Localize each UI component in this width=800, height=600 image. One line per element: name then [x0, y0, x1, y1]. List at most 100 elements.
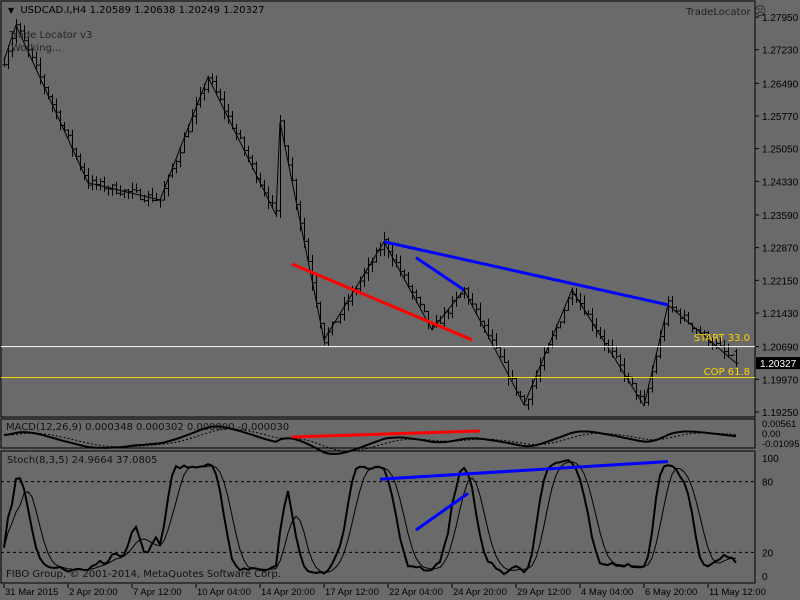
time-tick-label: 6 May 20:00	[645, 587, 697, 598]
price-tick-label: 1.25050	[762, 145, 799, 156]
ohlc-bar	[122, 188, 127, 198]
ohlc-bar	[210, 73, 215, 85]
macd-tick-label: -0.010955	[762, 439, 800, 450]
stoch-label: Stoch(8,3,5) 24.9664 37.0805	[7, 455, 158, 466]
time-tick-label: 10 Apr 04:00	[197, 587, 251, 598]
ohlc-bar	[78, 153, 83, 171]
zigzag-line	[3, 23, 737, 407]
price-tick-label: 1.25770	[762, 112, 799, 123]
ohlc-bar	[54, 98, 59, 120]
price-tick-label: 1.19970	[762, 375, 799, 386]
price-tick-label: 1.27950	[762, 13, 799, 24]
ohlc-bar	[662, 318, 667, 342]
ohlc-bar	[134, 183, 139, 193]
ohlc-bar	[558, 321, 563, 329]
copyright: FIBO Group, © 2001-2014, MetaQuotes Soft…	[6, 569, 281, 580]
stoch-tick-label: 100	[762, 454, 779, 465]
level-cop-label: COP 61.8	[703, 367, 750, 378]
price-tick-label: 1.22150	[762, 276, 799, 287]
symbol-title: ▼ USDCAD.I,H4 1.20589 1.20638 1.20249 1.…	[8, 5, 265, 16]
ohlc-bar	[278, 115, 283, 219]
macd-signal-line	[3, 428, 737, 452]
ohlc-bar	[38, 57, 43, 85]
ohlc-bar	[670, 296, 675, 313]
ohlc-bar	[110, 184, 115, 196]
ohlc-bar	[410, 284, 415, 300]
ohlc-bar	[270, 195, 275, 209]
stoch-tick-label: 20	[762, 548, 774, 559]
ohlc-bar	[502, 348, 507, 363]
ohlc-bar	[170, 163, 175, 179]
ohlc-bar	[562, 307, 567, 324]
price-tick-label: 1.20690	[762, 343, 799, 354]
ohlc-bar	[498, 346, 503, 358]
ohlc-bar	[582, 295, 587, 316]
level-start-label: START 33.0	[693, 333, 750, 344]
ohlc-bar	[242, 136, 247, 156]
macd-tick-label: 0.00561	[762, 419, 796, 430]
ohlc-bar	[690, 322, 695, 333]
ohlc-bar	[470, 293, 475, 306]
stoch-pane	[0, 450, 756, 584]
ohlc-bar	[238, 129, 243, 140]
ohlc-bar	[98, 178, 103, 191]
ohlc-bar	[482, 320, 487, 333]
ohlc-bar	[114, 181, 119, 195]
red-trendline	[291, 262, 473, 342]
ohlc-bar	[66, 129, 71, 139]
time-tick-label: 22 Apr 04:00	[389, 587, 443, 598]
ohlc-bar	[622, 358, 627, 382]
time-tick-label: 17 Apr 12:00	[325, 587, 379, 598]
last-price-label: 1.20327	[760, 359, 797, 370]
macd-red-trendline	[291, 429, 481, 439]
ohlc-bar	[174, 159, 179, 174]
ohlc-bar	[94, 176, 99, 191]
blue-trendline	[383, 240, 669, 307]
ohlc-bar	[34, 51, 39, 71]
ohlc-bar	[158, 199, 163, 208]
ohlc-bar	[218, 88, 223, 101]
ohlc-bar	[406, 271, 411, 288]
ohlc-bar	[526, 398, 531, 411]
stoch-blue-trendline	[379, 460, 669, 481]
ohlc-bar	[138, 188, 143, 201]
price-bars	[2, 19, 739, 411]
ohlc-bar	[226, 103, 231, 124]
ohlc-bar	[102, 176, 107, 192]
ohlc-bar	[222, 91, 227, 120]
macd-tick-label: 0.00	[762, 429, 781, 440]
ohlc-bar	[654, 352, 659, 374]
price-tick-label: 1.27230	[762, 46, 799, 57]
price-tick-label: 1.19250	[762, 408, 799, 419]
ohlc-bar	[306, 238, 311, 262]
ohlc-bar	[90, 175, 95, 191]
ohlc-bar	[450, 296, 455, 319]
ohlc-bar	[490, 329, 495, 347]
macd-line	[3, 425, 737, 455]
ohlc-bar	[154, 192, 159, 202]
ohlc-bar	[614, 345, 619, 359]
triangle-down-icon[interactable]: ▼	[8, 6, 15, 15]
ohlc-bar	[22, 25, 27, 42]
ohlc-bar	[14, 19, 19, 44]
time-tick-label: 14 Apr 20:00	[261, 587, 315, 598]
ohlc-bar	[734, 348, 739, 367]
ohlc-bar	[706, 330, 711, 347]
ohlc-bar	[382, 231, 387, 257]
price-tick-label: 1.21430	[762, 309, 799, 320]
sad-face-icon: ☹	[753, 4, 767, 18]
price-tick-label: 1.23590	[762, 211, 799, 222]
ohlc-bar	[618, 353, 623, 373]
time-tick-label: 24 Apr 20:00	[453, 587, 507, 598]
ohlc-bar	[146, 190, 151, 207]
ohlc-bar	[6, 45, 11, 70]
time-tick-label: 31 Mar 2015	[5, 587, 58, 598]
indicator-status: Working...	[11, 43, 62, 54]
ohlc-bar	[30, 48, 35, 62]
time-tick-label: 29 Apr 12:00	[517, 587, 571, 598]
stoch-tick-label: 80	[762, 478, 774, 489]
ohlc-bar	[50, 94, 55, 113]
stoch-blue-trendline	[415, 492, 469, 532]
ohlc-bar	[26, 36, 31, 58]
